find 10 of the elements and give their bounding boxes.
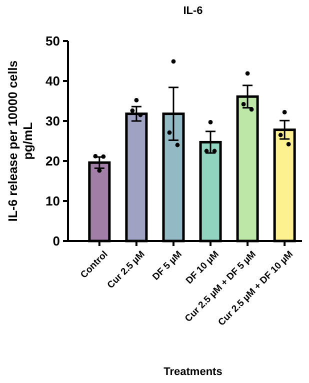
- y-tick-label: 10: [46, 194, 60, 209]
- y-tick-label: 40: [46, 74, 60, 89]
- y-tick-label: 0: [52, 234, 60, 249]
- chart-title: IL-6: [183, 5, 203, 17]
- x-tick-label: DF 5 µM: [150, 248, 184, 283]
- y-tick-label: 50: [46, 34, 60, 49]
- y-tick-label: 20: [46, 154, 60, 169]
- x-axis-title: Treatments: [164, 366, 222, 378]
- y-axis-title: IL-6 release per 10000 cells pg/mL: [6, 60, 35, 222]
- y-tick-label: 30: [46, 114, 60, 129]
